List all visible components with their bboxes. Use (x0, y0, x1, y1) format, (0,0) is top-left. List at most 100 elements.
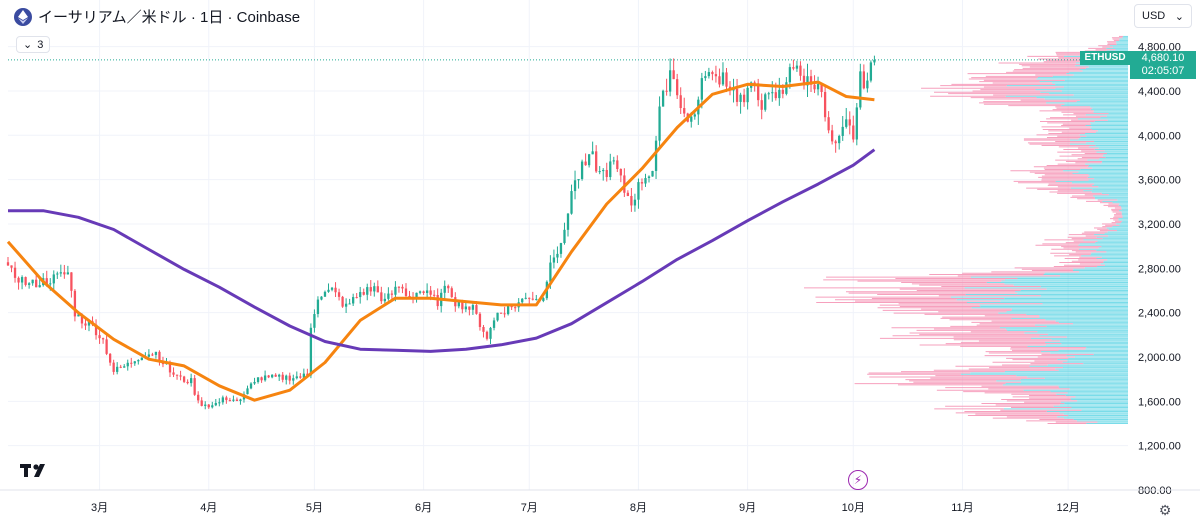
candle-body (753, 82, 756, 84)
candle-body (760, 100, 763, 110)
candle-body (510, 306, 513, 308)
candle-body (573, 180, 577, 192)
candle-body (735, 88, 739, 102)
y-tick-label: 800.00 (1138, 485, 1172, 497)
candle-body (531, 298, 534, 300)
candle-body (366, 287, 369, 295)
candle-body (869, 62, 873, 81)
candle-body (862, 71, 865, 89)
y-tick-label: 4,400.00 (1138, 86, 1181, 98)
candle-body (101, 338, 105, 340)
candle-body (429, 290, 432, 295)
candle-body (116, 366, 119, 372)
candle-body (355, 297, 358, 299)
candle-body (418, 291, 422, 293)
candle-body (63, 272, 66, 275)
x-tick-label: 8月 (630, 502, 647, 514)
moving-average-line (6, 80, 875, 402)
x-tick-label: 6月 (415, 502, 432, 514)
candle-body (24, 277, 27, 285)
candle-body (521, 298, 524, 303)
candle-body (764, 94, 767, 110)
candle-body (123, 366, 126, 368)
currency-label: USD (1142, 10, 1166, 22)
candle-body (49, 283, 52, 285)
candle-body (10, 265, 13, 268)
candle-body (380, 292, 383, 302)
candle-body (464, 306, 468, 310)
candle-body (471, 305, 475, 310)
candle-body (587, 154, 591, 166)
candle-body (84, 323, 87, 326)
candle-body (711, 72, 714, 75)
candle-body (566, 213, 570, 230)
candle-body (609, 161, 612, 178)
chevron-down-icon: ⌄ (1174, 10, 1184, 23)
candle-body (278, 374, 281, 377)
candle-body (292, 378, 295, 381)
last-price-tag: 4,680.10 02:05:07 (1130, 51, 1196, 79)
x-tick-label: 10月 (842, 502, 865, 514)
ethereum-icon[interactable] (14, 7, 32, 26)
candle-body (841, 126, 844, 136)
candle-body (119, 366, 122, 368)
candle-body (866, 80, 869, 89)
candle-body (232, 399, 235, 401)
candle-body (654, 140, 658, 171)
candle-body (859, 71, 862, 108)
candle-body (376, 286, 379, 293)
candle-body (577, 179, 580, 181)
candle-body (98, 335, 101, 339)
candle-body (827, 117, 830, 131)
x-tick-label: 3月 (91, 502, 108, 514)
candle-body (806, 76, 809, 86)
chart-header: イーサリアム／米ドル · 1日 · Coinbase (14, 6, 300, 27)
candle-body (197, 394, 200, 401)
x-tick-label: 11月 (951, 502, 973, 514)
candle-body (795, 65, 799, 69)
candle-body (757, 83, 760, 101)
candle-body (179, 375, 182, 377)
candle-body (323, 291, 327, 297)
candle-body (327, 289, 330, 292)
x-tick-label: 4月 (200, 502, 217, 514)
chart-title[interactable]: イーサリアム／米ドル · 1日 · Coinbase (38, 9, 301, 26)
indicator-toggle[interactable]: ⌄ 3 (16, 36, 51, 53)
candle-body (616, 160, 619, 170)
candle-body (35, 279, 38, 288)
candle-body (108, 353, 112, 363)
candle-body (190, 378, 193, 384)
candle-body (253, 381, 256, 384)
time-axis: 3月 4月 5月 6月 7月 8月 9月 10月 11月 12月 (0, 489, 1200, 514)
candle-body (630, 195, 633, 206)
y-tick-label: 4,000.00 (1138, 130, 1181, 142)
candle-body (781, 89, 784, 94)
tradingview-logo[interactable] (20, 462, 52, 483)
candle-body (172, 372, 175, 375)
candle-body (707, 72, 711, 77)
x-tick-label: 7月 (521, 502, 538, 514)
candle-body (845, 119, 848, 127)
bolt-icon[interactable]: ⚡ (848, 470, 868, 490)
candle-body (260, 377, 263, 381)
candle-body (834, 141, 837, 144)
candle-body (263, 375, 267, 381)
moving-average-line (8, 148, 876, 353)
candle-body (211, 405, 214, 408)
candle-body (45, 278, 48, 285)
candle-body (249, 383, 253, 389)
candle-body (873, 59, 876, 63)
candle-body (246, 388, 249, 395)
candle-body (309, 327, 313, 376)
candle-body (133, 361, 136, 364)
currency-selector[interactable]: USD ⌄ (1134, 4, 1192, 28)
gear-icon[interactable]: ⚙ (1158, 501, 1172, 518)
x-tick-label: 9月 (739, 502, 756, 514)
candle-body (848, 119, 851, 126)
candle-body (602, 169, 605, 172)
candle-body (524, 297, 527, 299)
y-tick-label: 2,800.00 (1138, 263, 1181, 275)
candle-body (570, 191, 573, 214)
candle-body (799, 65, 802, 76)
